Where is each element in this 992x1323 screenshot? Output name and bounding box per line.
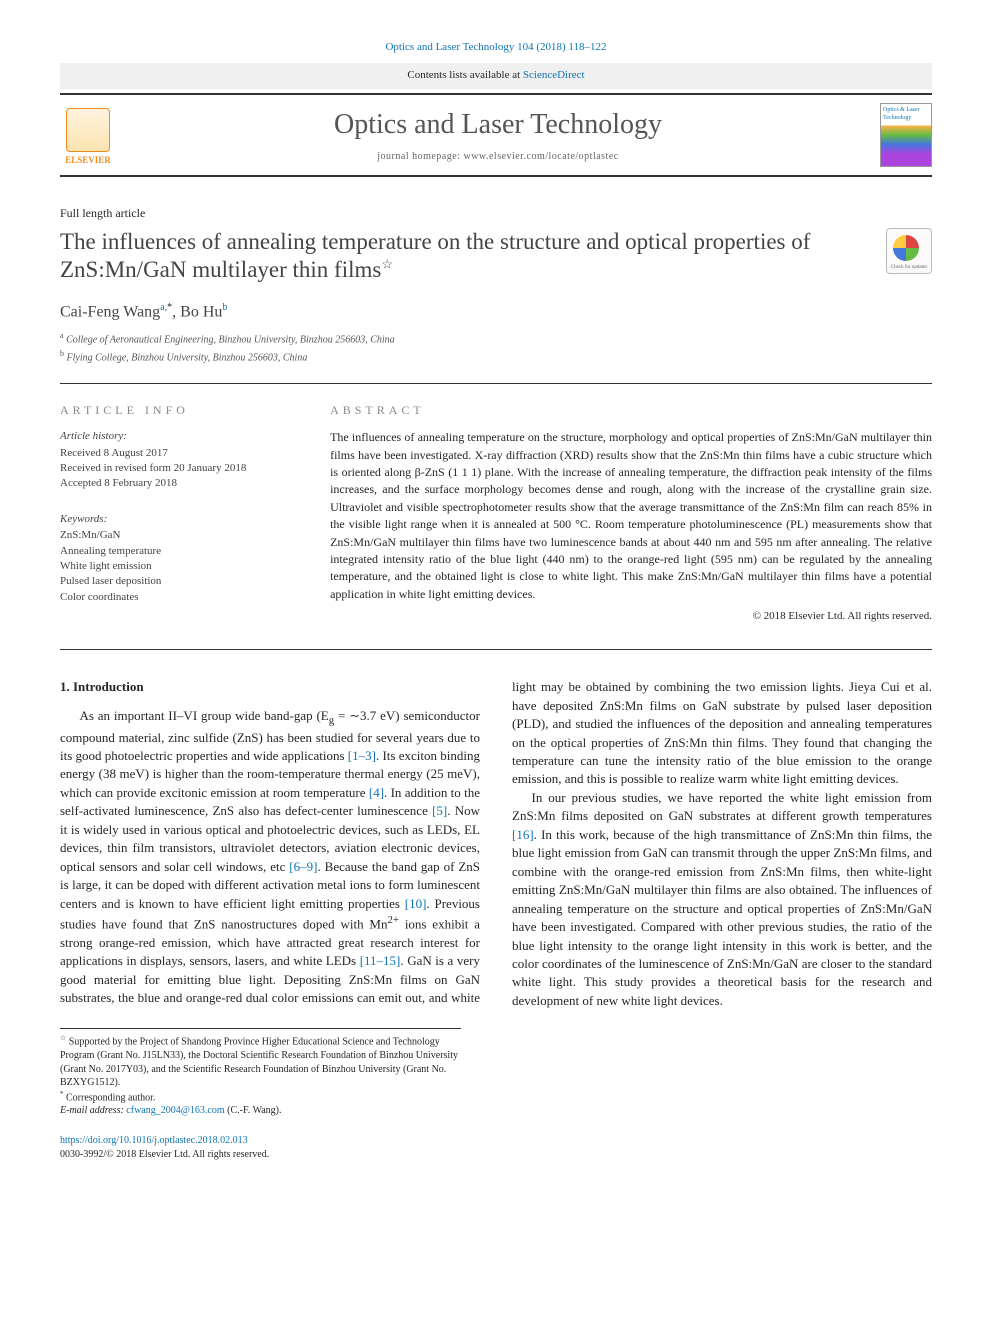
keyword-0: ZnS:Mn/GaN xyxy=(60,528,294,543)
email-suffix: (C.-F. Wang). xyxy=(225,1105,282,1116)
article-title: The influences of annealing temperature … xyxy=(60,228,874,286)
check-updates-label: Check for updates xyxy=(887,264,931,271)
journal-homepage: journal homepage: www.elsevier.com/locat… xyxy=(116,150,880,164)
header-citation: Optics and Laser Technology 104 (2018) 1… xyxy=(60,40,932,55)
abstract-copyright: © 2018 Elsevier Ltd. All rights reserved… xyxy=(330,609,932,624)
title-funding-marker: ☆ xyxy=(381,257,393,272)
journal-cover-thumb: Optics & Laser Technology xyxy=(880,103,932,167)
divider-body xyxy=(60,649,932,650)
ref-10[interactable]: [10] xyxy=(405,896,427,911)
title-text: The influences of annealing temperature … xyxy=(60,229,810,283)
journal-center: Optics and Laser Technology journal home… xyxy=(116,105,880,164)
footnote-block: ☆ Supported by the Project of Shandong P… xyxy=(60,1028,461,1118)
p3a: In our previous studies, we have reporte… xyxy=(512,790,932,823)
journal-cover-label: Optics & Laser Technology xyxy=(883,106,931,123)
title-row: The influences of annealing temperature … xyxy=(60,228,932,286)
history-label: Article history: xyxy=(60,429,294,444)
p1-sup: 2+ xyxy=(387,914,399,926)
aff-sup-b: b xyxy=(60,349,64,358)
footer-row: https://doi.org/10.1016/j.optlastec.2018… xyxy=(60,1134,932,1162)
issn-line: 0030-3992/© 2018 Elsevier Ltd. All right… xyxy=(60,1148,269,1162)
author-1: Cai-Feng Wang xyxy=(60,303,160,320)
abstract-col: abstract The influences of annealing tem… xyxy=(330,402,932,625)
abstract-header: abstract xyxy=(330,402,932,419)
body-columns: 1. Introduction As an important II–VI gr… xyxy=(60,678,932,1010)
affiliation-b: b Flying College, Binzhou University, Bi… xyxy=(60,348,932,365)
footer-left: https://doi.org/10.1016/j.optlastec.2018… xyxy=(60,1134,269,1162)
history-revised: Received in revised form 20 January 2018 xyxy=(60,461,294,476)
journal-name: Optics and Laser Technology xyxy=(116,105,880,144)
history-accepted: Accepted 8 February 2018 xyxy=(60,476,294,491)
funding-text: Supported by the Project of Shandong Pro… xyxy=(60,1037,458,1089)
author-2-aff: b xyxy=(222,302,227,313)
contents-label: Contents lists available at xyxy=(407,69,522,81)
p3b: . In this work, because of the high tran… xyxy=(512,827,932,1008)
check-updates-button[interactable]: Check for updates xyxy=(886,228,932,274)
divider-top xyxy=(60,383,932,384)
info-abstract-row: article info Article history: Received 8… xyxy=(60,402,932,625)
p1a: As an important II–VI group wide band-ga… xyxy=(80,708,329,723)
email-label: E-mail address: xyxy=(60,1105,126,1116)
footnote-email: E-mail address: cfwang_2004@163.com (C.-… xyxy=(60,1104,461,1118)
p2-cont: plays, sensors, lasers, and white LEDs xyxy=(155,953,359,968)
authors: Cai-Feng Wanga,*, Bo Hub xyxy=(60,301,932,324)
ref-5[interactable]: [5] xyxy=(432,803,447,818)
author-sep: , xyxy=(172,303,180,320)
article-info-col: article info Article history: Received 8… xyxy=(60,402,294,625)
keywords-label: Keywords: xyxy=(60,512,294,527)
ref-6-9[interactable]: [6–9] xyxy=(289,859,317,874)
elsevier-tree-icon xyxy=(66,108,110,152)
affiliation-a: a College of Aeronautical Engineering, B… xyxy=(60,330,932,347)
elsevier-text: ELSEVIER xyxy=(65,154,111,167)
sciencedirect-link[interactable]: ScienceDirect xyxy=(523,69,585,81)
keyword-4: Color coordinates xyxy=(60,590,294,605)
doi-link[interactable]: https://doi.org/10.1016/j.optlastec.2018… xyxy=(60,1135,248,1146)
ref-1-3[interactable]: [1–3] xyxy=(348,748,376,763)
keyword-2: White light emission xyxy=(60,559,294,574)
keyword-1: Annealing temperature xyxy=(60,544,294,559)
email-link[interactable]: cfwang_2004@163.com xyxy=(126,1105,224,1116)
aff-text-b: Flying College, Binzhou University, Binz… xyxy=(67,352,308,363)
intro-p3: In our previous studies, we have reporte… xyxy=(512,789,932,1010)
article-type: Full length article xyxy=(60,205,932,222)
author-2: Bo Hu xyxy=(180,303,222,320)
footnote-corresponding: * Corresponding author. xyxy=(60,1090,461,1105)
keyword-3: Pulsed laser deposition xyxy=(60,574,294,589)
keywords-block: Keywords: ZnS:Mn/GaN Annealing temperatu… xyxy=(60,512,294,605)
journal-masthead: ELSEVIER Optics and Laser Technology jou… xyxy=(60,93,932,177)
article-history-block: Article history: Received 8 August 2017 … xyxy=(60,429,294,492)
history-received: Received 8 August 2017 xyxy=(60,446,294,461)
article-info-header: article info xyxy=(60,402,294,419)
elsevier-logo: ELSEVIER xyxy=(60,103,116,167)
ref-4[interactable]: [4] xyxy=(369,785,384,800)
contents-bar: Contents lists available at ScienceDirec… xyxy=(60,63,932,88)
section-1-title: 1. Introduction xyxy=(60,678,480,696)
homepage-url[interactable]: www.elsevier.com/locate/optlastec xyxy=(463,151,618,162)
abstract-text: The influences of annealing temperature … xyxy=(330,429,932,603)
footnote-funding: ☆ Supported by the Project of Shandong P… xyxy=(60,1034,461,1089)
ref-16[interactable]: [16] xyxy=(512,827,534,842)
affiliations: a College of Aeronautical Engineering, B… xyxy=(60,330,932,366)
ref-11-15[interactable]: [11–15] xyxy=(360,953,401,968)
corr-text: Corresponding author. xyxy=(64,1092,156,1103)
aff-text-a: College of Aeronautical Engineering, Bin… xyxy=(66,334,395,345)
homepage-label: journal homepage: xyxy=(377,151,463,162)
aff-sup-a: a xyxy=(60,331,64,340)
